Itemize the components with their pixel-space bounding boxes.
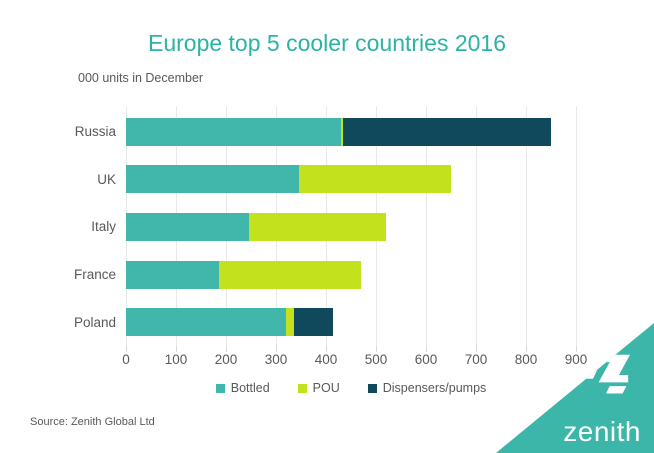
- stacked-bar-uk: [126, 165, 576, 194]
- axis-tick: [226, 346, 227, 352]
- legend-swatch: [297, 383, 307, 393]
- legend-item: POU: [297, 381, 340, 395]
- bar-segment-pou: [218, 260, 361, 289]
- bar-row: [126, 298, 576, 346]
- axis-tick: [476, 346, 477, 352]
- bar-rows: [126, 108, 576, 346]
- category-label: Russia: [74, 124, 116, 140]
- plot-area: [126, 106, 577, 352]
- axis-tick: [326, 346, 327, 352]
- axis-tick: [425, 346, 427, 352]
- source-note: Source: Zenith Global Ltd: [30, 416, 155, 428]
- x-tick-label: 100: [164, 352, 188, 367]
- bar-segment-bottled: [126, 212, 249, 241]
- legend-item: Dispensers/pumps: [367, 381, 487, 395]
- legend-label: Dispensers/pumps: [382, 381, 487, 395]
- category-label: Poland: [73, 314, 116, 330]
- x-tick-label: 300: [264, 352, 288, 367]
- bar-segment-pou: [341, 117, 344, 146]
- bar-row: [126, 108, 576, 156]
- category-label: France: [73, 267, 116, 283]
- bar-segment-pou: [286, 308, 294, 337]
- x-tick-label: 400: [314, 352, 338, 367]
- bar-row: [126, 156, 576, 204]
- gridline: [526, 106, 527, 346]
- legend-swatch: [367, 383, 377, 393]
- stacked-bar-poland: [126, 308, 576, 337]
- bar-row: [126, 203, 576, 251]
- legend-label: Bottled: [230, 381, 270, 395]
- bar-segment-bottled: [126, 260, 219, 289]
- legend: Bottled POU Dispensers/pumps: [126, 381, 576, 395]
- axis-tick: [126, 346, 127, 352]
- x-axis-labels: 0 100 200 300 400 500 600 700 800 900: [122, 352, 587, 368]
- stacked-bar-russia: [126, 117, 576, 146]
- x-tick-label: 0: [122, 352, 130, 367]
- bar-segment-pou: [248, 212, 386, 241]
- axis-tick: [376, 346, 377, 352]
- x-tick-label: 200: [214, 352, 238, 367]
- bar-segment-bottled: [126, 117, 341, 146]
- legend-label: POU: [312, 381, 340, 395]
- category-label: Italy: [91, 219, 116, 235]
- x-tick-label: 800: [514, 352, 538, 367]
- category-label: UK: [97, 171, 116, 187]
- bar-segment-bottled: [126, 308, 286, 337]
- legend-item: Bottled: [215, 381, 270, 395]
- axis-tick: [526, 346, 527, 352]
- x-tick-label: 900: [564, 352, 588, 367]
- bar-segment-pou: [298, 165, 451, 194]
- x-tick-label: 700: [464, 352, 488, 367]
- bar-row: [126, 251, 576, 299]
- bar-segment-dispensers-pumps: [293, 308, 334, 337]
- axis-tick: [275, 346, 277, 352]
- axis-tick: [576, 346, 577, 352]
- legend-swatch: [215, 383, 225, 393]
- chart-subtitle: 000 units in December: [78, 71, 204, 85]
- axis-tick: [176, 346, 177, 352]
- x-tick-label: 600: [414, 352, 438, 367]
- y-axis-labels: Russia UK Italy France Poland: [0, 108, 116, 346]
- zenith-logo-text: zenith: [563, 416, 641, 447]
- bar-segment-dispensers-pumps: [343, 117, 551, 146]
- bar-segment-bottled: [126, 165, 299, 194]
- gridline: [576, 106, 577, 346]
- stacked-bar-france: [126, 260, 576, 289]
- x-tick-label: 500: [364, 352, 388, 367]
- gridline: [425, 106, 427, 346]
- chart-title: Europe top 5 cooler countries 2016: [147, 30, 507, 56]
- stacked-bar-italy: [126, 212, 576, 241]
- gridline: [476, 106, 477, 346]
